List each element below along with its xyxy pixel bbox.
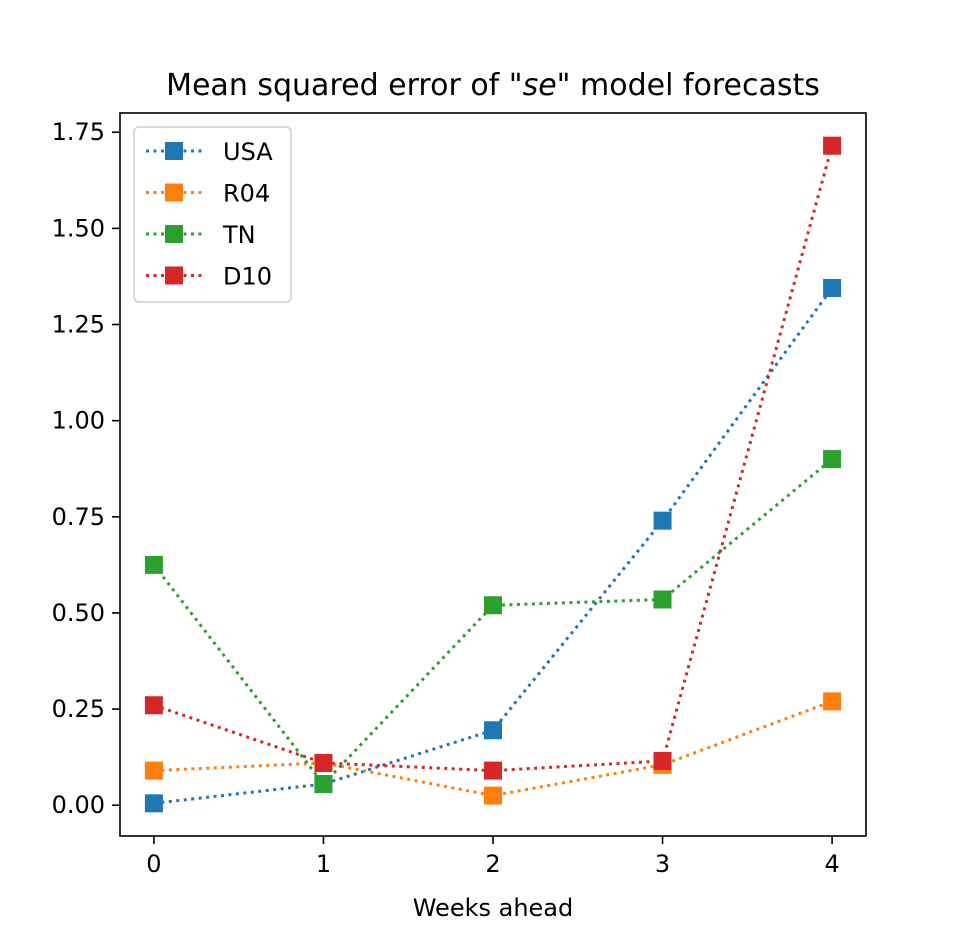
- plot-frame: [119, 112, 867, 837]
- legend: USA R04 TN D10: [133, 126, 292, 303]
- legend-marker: [165, 183, 183, 202]
- y-tick-label: 1.00: [52, 407, 105, 435]
- data-point-d10: [144, 696, 163, 715]
- data-point-tn: [653, 590, 672, 609]
- data-point-usa: [144, 794, 163, 813]
- axis-ticks: 0 1 2 3 4 0.00 0.25 0.50 0.75 1.00 1.25 1.50 1.75: [52, 118, 840, 878]
- data-point-r04: [823, 692, 842, 711]
- data-point-d10: [823, 136, 842, 155]
- legend-label: R04: [223, 180, 270, 208]
- data-point-usa: [823, 278, 842, 297]
- series-markers: [144, 136, 842, 813]
- data-point-d10: [653, 752, 672, 771]
- legend-label: D10: [223, 263, 272, 291]
- legend-marker: [165, 142, 183, 160]
- series-line-r04: [153, 699, 833, 798]
- y-tick-label: 0.00: [52, 791, 105, 819]
- y-tick-label: 1.50: [52, 214, 105, 242]
- data-point-d10: [484, 761, 502, 780]
- data-point-tn: [314, 775, 333, 794]
- x-tick-label: 1: [316, 850, 331, 878]
- x-tick-label: 0: [146, 850, 161, 878]
- x-tick-label: 4: [824, 850, 839, 878]
- legend-marker: [165, 225, 183, 243]
- data-point-r04: [144, 761, 163, 780]
- legend-marker: [165, 266, 183, 285]
- data-point-tn: [484, 596, 502, 615]
- chart-title: Mean squared error of "se" model forecas…: [166, 68, 820, 103]
- data-point-r04: [484, 786, 502, 805]
- legend-label: USA: [223, 138, 273, 166]
- x-axis-label: Weeks ahead: [413, 894, 574, 922]
- y-tick-label: 0.50: [52, 599, 105, 627]
- data-point-tn: [823, 450, 842, 469]
- y-tick-label: 1.75: [52, 118, 105, 146]
- series-line-usa: [153, 287, 834, 805]
- data-point-usa: [653, 511, 672, 530]
- data-point-tn: [144, 555, 163, 574]
- series-line-tn: [152, 457, 834, 787]
- data-point-d10: [314, 753, 333, 772]
- x-tick-label: 3: [655, 850, 670, 878]
- y-tick-label: 1.25: [52, 311, 105, 339]
- x-tick-label: 2: [485, 850, 500, 878]
- data-point-usa: [484, 721, 502, 740]
- series-lines: [152, 145, 834, 805]
- y-tick-label: 0.25: [52, 695, 105, 723]
- y-tick-label: 0.75: [52, 503, 105, 531]
- legend-box: [133, 126, 292, 303]
- legend-label: TN: [222, 221, 256, 249]
